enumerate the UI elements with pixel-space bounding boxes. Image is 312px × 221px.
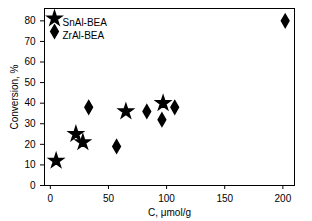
svg-text:50: 50 xyxy=(24,77,36,88)
svg-text:40: 40 xyxy=(24,97,36,108)
svg-text:10: 10 xyxy=(24,159,36,170)
svg-text:100: 100 xyxy=(158,193,175,204)
svg-text:Conversion, %: Conversion, % xyxy=(9,64,20,129)
svg-text:SnAl-BEA: SnAl-BEA xyxy=(63,17,108,28)
svg-text:50: 50 xyxy=(103,193,115,204)
svg-text:20: 20 xyxy=(24,139,36,150)
svg-text:80: 80 xyxy=(24,15,36,26)
svg-text:150: 150 xyxy=(216,193,233,204)
svg-text:60: 60 xyxy=(24,56,36,67)
svg-text:200: 200 xyxy=(275,193,292,204)
svg-text:30: 30 xyxy=(24,118,36,129)
svg-text:C, μmol/g: C, μmol/g xyxy=(148,207,191,218)
svg-text:70: 70 xyxy=(24,36,36,47)
svg-text:ZrAl-BEA: ZrAl-BEA xyxy=(63,30,105,41)
svg-text:0: 0 xyxy=(30,180,36,191)
svg-text:0: 0 xyxy=(48,193,54,204)
